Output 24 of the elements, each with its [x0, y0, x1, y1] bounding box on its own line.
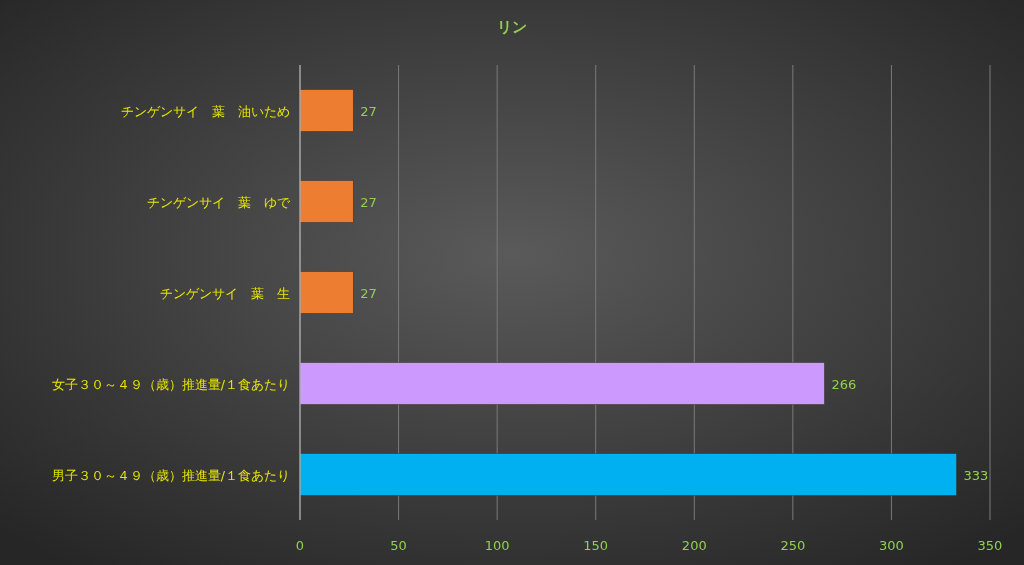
y-tick-label: チンゲンサイ 葉 生 — [160, 285, 290, 301]
y-tick-label: チンゲンサイ 葉 ゆで — [147, 194, 291, 210]
x-tick-label: 300 — [879, 538, 904, 553]
x-tick-label: 0 — [295, 538, 305, 553]
x-tick-label: 250 — [780, 538, 806, 553]
y-tick-label: 女子３０～４９（歳）推進量/１食あたり — [51, 376, 290, 392]
bar — [299, 180, 354, 223]
data-label: 333 — [963, 467, 989, 483]
data-label: 266 — [831, 376, 857, 392]
x-tick-label: 100 — [484, 538, 510, 553]
x-tick-label: 350 — [977, 538, 1003, 553]
x-tick-label: 200 — [681, 538, 707, 553]
data-label: 27 — [360, 194, 377, 210]
x-tick-label: 50 — [390, 538, 407, 553]
bar — [299, 271, 354, 314]
x-tick-label: 150 — [583, 538, 609, 553]
bar — [299, 453, 957, 496]
y-tick-label: 男子３０～４９（歳）推進量/１食あたり — [51, 467, 290, 483]
data-label: 27 — [360, 285, 377, 301]
y-tick-label: チンゲンサイ 葉 油いため — [121, 103, 290, 119]
bar — [299, 362, 825, 405]
data-label: 27 — [360, 103, 377, 119]
bar — [299, 89, 354, 132]
chart-title: リン — [497, 18, 527, 36]
